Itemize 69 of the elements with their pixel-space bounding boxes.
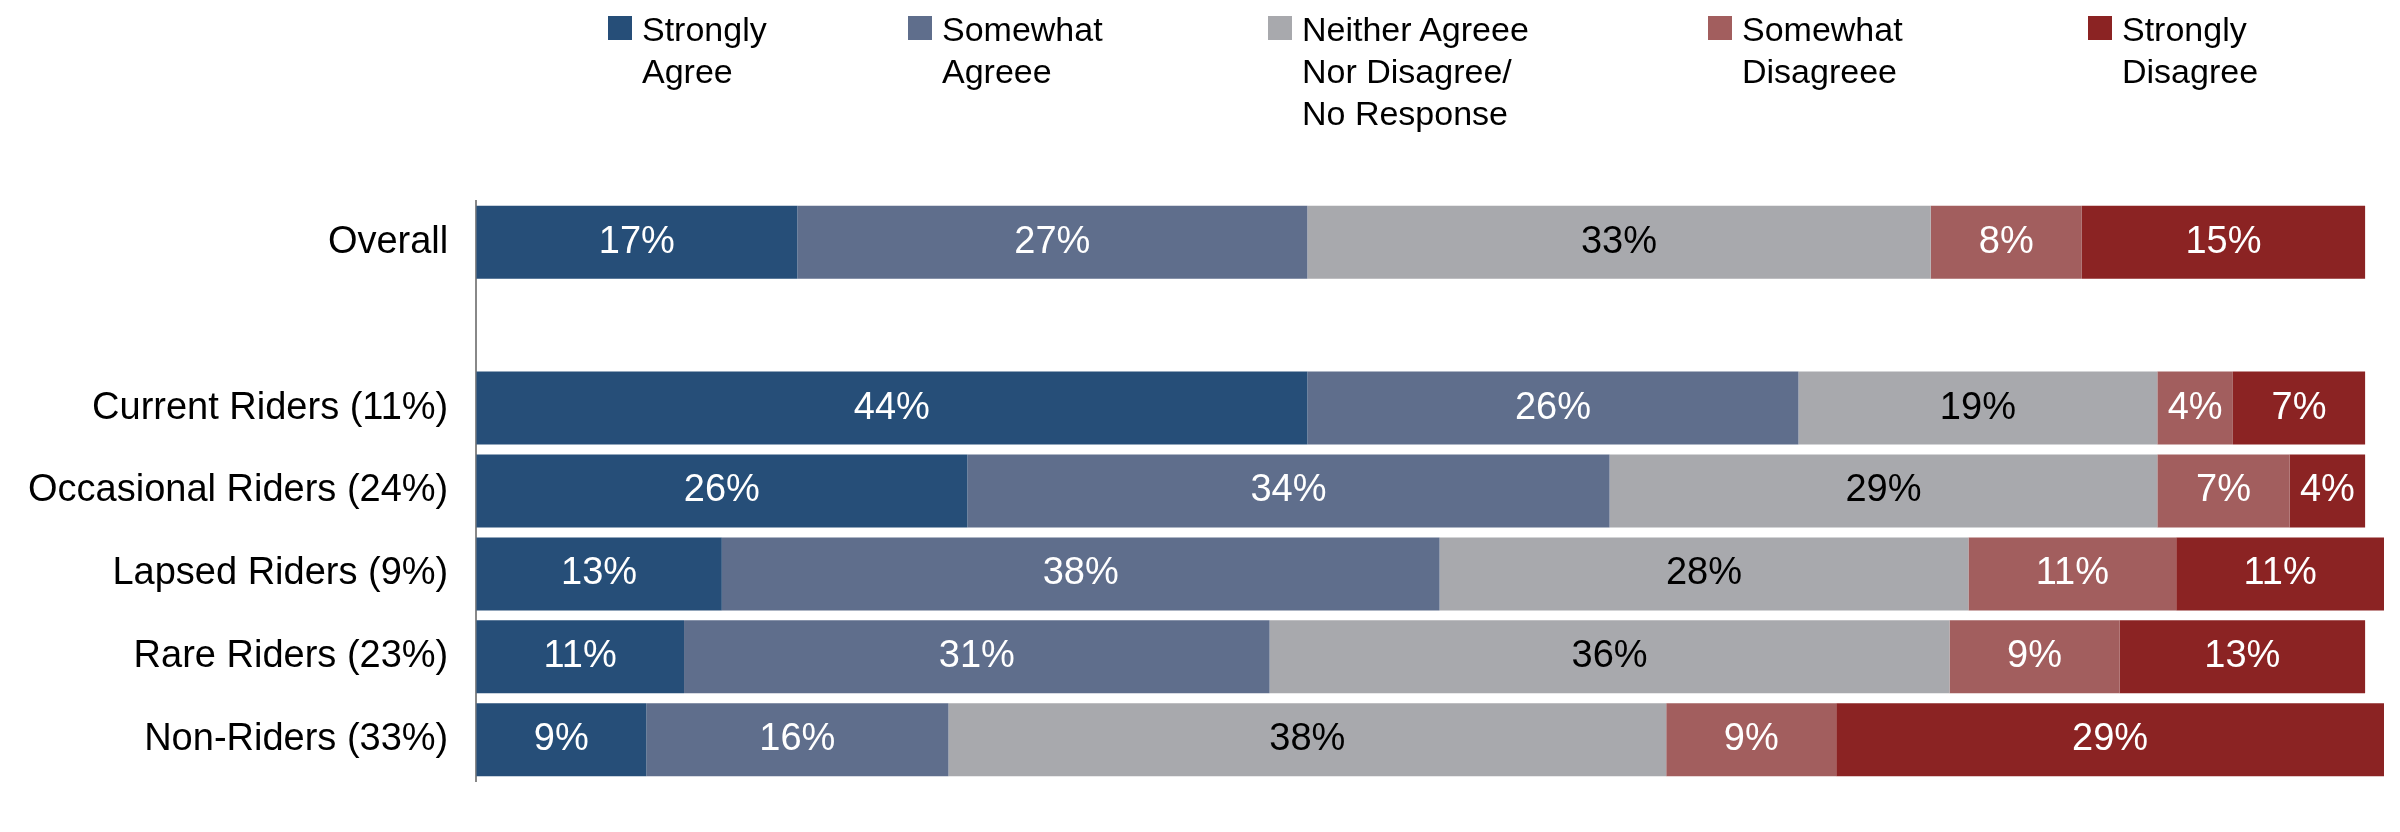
data-label: 26%: [1514, 384, 1591, 427]
bar: [1269, 620, 1950, 694]
bar: [1930, 205, 2082, 279]
data-label: 7%: [2271, 384, 2327, 427]
bar: [2232, 371, 2366, 445]
bar: [476, 371, 1308, 445]
y-tick-label: Non-Riders (33%): [144, 716, 449, 759]
bar: [1439, 537, 1969, 611]
data-label: 38%: [1042, 550, 1119, 593]
bar: [476, 454, 968, 528]
data-label: 33%: [1580, 218, 1658, 261]
data-label: 38%: [1269, 716, 1346, 759]
bar: [684, 620, 1270, 694]
data-label: 9%: [533, 716, 589, 759]
bar: [967, 454, 1610, 528]
data-label: 15%: [2185, 218, 2262, 261]
data-label: 9%: [2007, 633, 2063, 676]
legend-label: Somewhat Agreee: [942, 9, 1103, 92]
bar: [2176, 537, 2384, 611]
bar: [1609, 454, 2158, 528]
bar: [948, 703, 1667, 777]
data-label: 29%: [2072, 716, 2149, 759]
legend-label: Strongly Agree: [642, 9, 768, 92]
bar: [476, 205, 798, 279]
bar: [2119, 620, 2366, 694]
y-tick-label: Lapsed Riders (9%): [112, 550, 449, 593]
data-label: 4%: [2167, 384, 2223, 427]
bar: [721, 537, 1440, 611]
bar: [1949, 620, 2120, 694]
data-label: 27%: [1014, 218, 1091, 261]
data-label: 13%: [2204, 633, 2281, 676]
legend-label: Somewhat Disagreee: [1742, 9, 1903, 92]
bar: [646, 703, 949, 777]
y-tick-label: Rare Riders (23%): [133, 633, 449, 676]
data-label: 4%: [2299, 467, 2355, 510]
data-label: 11%: [2035, 550, 2109, 593]
data-label: 26%: [683, 467, 760, 510]
bar: [476, 537, 722, 611]
data-label: 11%: [543, 633, 617, 676]
bar: [2157, 454, 2290, 528]
data-label: 36%: [1571, 633, 1648, 676]
bar: [1307, 205, 1931, 279]
bar: [1968, 537, 2177, 611]
data-label: 9%: [1723, 716, 1779, 759]
data-label: 29%: [1845, 467, 1922, 510]
data-label: 31%: [938, 633, 1015, 676]
data-label: 34%: [1250, 467, 1327, 510]
bar: [1666, 703, 1837, 777]
bar: [1836, 703, 2384, 777]
bar: [476, 703, 647, 777]
data-label: 7%: [2195, 467, 2251, 510]
data-label: 28%: [1665, 550, 1743, 593]
bar: [1798, 371, 2158, 445]
data-label: 8%: [1978, 218, 2034, 261]
legend-label: Strongly Disagree: [2122, 9, 2260, 92]
bar: [2081, 205, 2366, 279]
data-label: 17%: [598, 218, 675, 261]
data-label: 19%: [1939, 384, 2016, 427]
data-label: 13%: [561, 550, 638, 593]
bar: [476, 620, 685, 694]
data-label: 16%: [759, 716, 836, 759]
data-label: 44%: [853, 384, 930, 427]
y-tick-label: Occasional Riders (24%): [28, 467, 449, 510]
legend-label: Neither Agreee Nor Disagree/ No Response: [1302, 9, 1530, 134]
bar: [1307, 371, 1799, 445]
y-tick-label: Overall: [327, 218, 449, 261]
data-label: 11%: [2243, 550, 2317, 593]
y-tick-label: Current Riders (11%): [92, 384, 449, 427]
bar: [797, 205, 1308, 279]
